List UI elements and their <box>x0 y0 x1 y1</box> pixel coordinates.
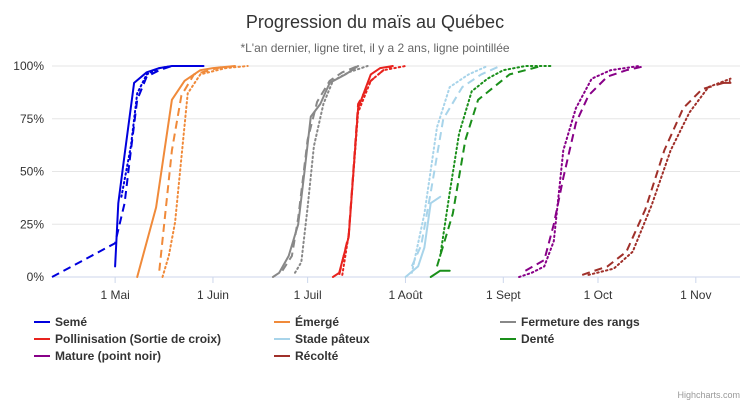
y-axis-labels: 0% 25% 50% 75% 100% <box>13 59 44 284</box>
legend-label: Émergé <box>295 314 339 329</box>
series-line-fermeture-des-rangs-last-year <box>281 65 359 272</box>
series-line-dente-two-years <box>439 65 552 257</box>
series-line-emerge-two-years <box>161 65 249 278</box>
series-line-pollinisation-sortie-de-croix-two-years <box>341 65 407 276</box>
legend-label: Pollinisation (Sortie de croix) <box>55 332 221 346</box>
series-line-stade-pateux-last-year <box>410 65 501 267</box>
x-axis-labels: 1 Mai 1 Juin 1 Juil 1 Août 1 Sept 1 Oct 1 Nov <box>100 277 711 302</box>
series-line-recolte-two-years <box>587 77 732 276</box>
chart-subtitle: *L'an dernier, ligne tiret, il y a 2 ans… <box>240 41 509 55</box>
y-tick-label: 50% <box>20 165 44 179</box>
legend-label: Récolté <box>295 349 339 363</box>
series-line-fermeture-des-rangs-current <box>271 65 360 278</box>
legend-label: Semé <box>55 315 87 329</box>
series-line-emerge-current <box>136 65 236 278</box>
legend-item[interactable]: Récolté <box>274 349 339 363</box>
series-line-seme-current <box>114 65 205 268</box>
legend-label: Mature (point noir) <box>55 349 161 363</box>
y-tick-label: 75% <box>20 112 44 126</box>
x-tick-label: 1 Nov <box>680 288 711 302</box>
x-tick-label: 1 Juin <box>197 288 229 302</box>
legend-item[interactable]: Denté <box>500 332 555 346</box>
x-tick-label: 1 Oct <box>584 288 613 302</box>
series-line-pollinisation-sortie-de-croix-current <box>331 65 394 278</box>
series-line-fermeture-des-rangs-two-years <box>294 65 369 274</box>
legend-label: Stade pâteux <box>295 332 370 346</box>
series-line-mature-point-noir-two-years <box>518 65 640 278</box>
legend-item[interactable]: Fermeture des rangs <box>500 315 640 329</box>
legend-item[interactable]: Stade pâteux <box>274 332 370 346</box>
x-tick-label: 1 Août <box>388 288 423 302</box>
series-line-dente-current <box>429 269 451 278</box>
series-line-mature-point-noir-last-year <box>524 65 646 272</box>
y-tick-label: 0% <box>27 270 45 284</box>
series-line-seme-two-years <box>120 65 173 198</box>
series-line-recolte-last-year <box>581 79 731 276</box>
grid-layer <box>52 65 740 278</box>
y-tick-label: 100% <box>13 59 44 73</box>
legend-item[interactable]: Émergé <box>274 314 339 329</box>
series-line-dente-last-year <box>436 65 542 267</box>
series-layer <box>51 65 732 278</box>
chart-title: Progression du maïs au Québec <box>246 12 504 32</box>
legend-label: Denté <box>521 332 555 346</box>
x-tick-label: 1 Sept <box>486 288 521 302</box>
legend-item[interactable]: Pollinisation (Sortie de croix) <box>34 332 221 346</box>
legend-item[interactable]: Mature (point noir) <box>34 349 161 363</box>
x-tick-label: 1 Juil <box>294 288 322 302</box>
series-line-stade-pateux-two-years <box>410 65 489 274</box>
chart-credit: Highcharts.com <box>677 390 740 400</box>
series-line-stade-pateux-current <box>404 195 442 278</box>
x-tick-label: 1 Mai <box>100 288 129 302</box>
y-tick-label: 25% <box>20 217 44 231</box>
legend: Semé Émergé Fermeture des rangs Pollinisati… <box>34 314 640 363</box>
series-line-emerge-last-year <box>158 65 226 271</box>
legend-item[interactable]: Semé <box>34 315 87 329</box>
legend-label: Fermeture des rangs <box>521 315 640 329</box>
